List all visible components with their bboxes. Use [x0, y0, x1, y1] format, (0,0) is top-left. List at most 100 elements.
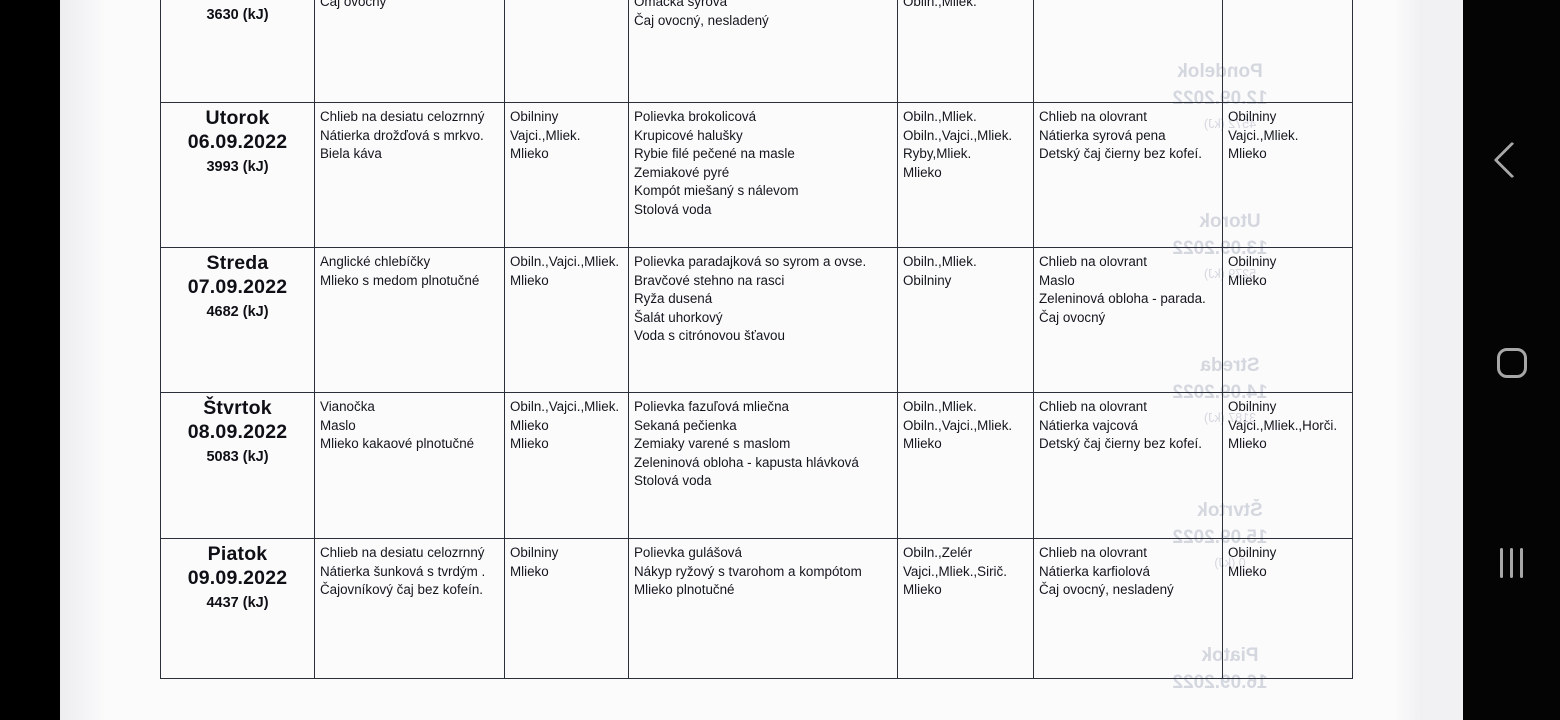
- cell-date: Štvrtok 08.09.2022 5083 (kJ): [160, 392, 315, 539]
- menu-line: Stolová voda: [634, 473, 712, 489]
- cell-olovrant: Chlieb na olovrant Nátierka syrová pena …: [1033, 102, 1223, 248]
- allergen-line: Mlieko: [510, 272, 549, 288]
- allergen-line: Mlieko: [1228, 563, 1267, 579]
- allergen-line: Vajci.,Mliek.: [1228, 127, 1299, 143]
- menu-line: Chlieb na desiatu celozrnný: [320, 545, 485, 560]
- chevron-left-icon: [1493, 141, 1530, 179]
- cell-alergeny-desiata: Obiln.,Vajci.,Mliek. Mlieko Mlieko: [504, 392, 629, 539]
- page-right-gutter: [1395, 0, 1423, 720]
- cell-alergeny-olovrant: Obilniny Vajci.,Mliek.,Horči. Mlieko: [1222, 392, 1353, 539]
- cell-date: Utorok 06.09.2022 3993 (kJ): [160, 102, 315, 248]
- cell-alergeny-olovrant: Obilniny Mlieko: [1222, 247, 1353, 393]
- allergen-line: Obilniny: [1228, 109, 1277, 124]
- cell-alergeny-desiata: Obilniny Ryby,Mliek.: [504, 0, 629, 103]
- table-row[interactable]: Pondelok 05.09.2022 3630 (kJ) Chlieb na …: [160, 0, 1353, 103]
- menu-line: Maslo: [320, 417, 356, 433]
- cell-olovrant: Chlieb na olovrant Nátierka vajcová Dets…: [1033, 392, 1223, 539]
- menu-line: Čaj ovocný, nesladený: [634, 12, 769, 28]
- home-button[interactable]: [1463, 318, 1560, 408]
- row-day-name: Streda: [206, 252, 269, 274]
- allergen-line: Vajci.,Mliek.: [510, 127, 581, 143]
- menu-table-body: Pondelok 05.09.2022 3630 (kJ) Chlieb na …: [160, 0, 1353, 679]
- menu-line: Nákyp ryžový s tvarohom a kompótom: [634, 563, 862, 579]
- row-energy: 5083 (kJ): [206, 449, 269, 465]
- cell-desiata: Chlieb na desiatu celozrnný Nátierka z t…: [314, 0, 505, 103]
- row-date: 07.09.2022: [187, 276, 288, 298]
- menu-line: Nátierka šunková s tvrdým .: [320, 563, 486, 579]
- menu-line: Chlieb na olovrant: [1039, 545, 1147, 560]
- row-energy: 3993 (kJ): [206, 159, 269, 175]
- menu-line: Detský čaj čierny bez kofeí.: [1039, 146, 1202, 162]
- allergen-line: Obilniny: [1228, 254, 1277, 269]
- cell-alergeny-obed: Obiln.,Zelér Obiln.,Mliek. Obiln.,Mliek.: [897, 0, 1034, 103]
- cell-olovrant: Detská výživa s piškótami: [1033, 0, 1223, 103]
- cell-desiata: Anglické chlebíčky Mlieko s medom plnotu…: [314, 247, 505, 393]
- row-energy: 4682 (kJ): [206, 304, 269, 320]
- menu-line: Mlieko kakaové plnotučné: [320, 436, 475, 452]
- menu-line: Polievka fazuľová mliečna: [634, 399, 789, 414]
- menu-line: Vianočka: [320, 399, 375, 414]
- recent-apps-button[interactable]: [1463, 518, 1560, 608]
- allergen-line: Obiln.,Vajci.,Mliek.: [903, 417, 1013, 433]
- cell-alergeny-desiata: Obiln.,Vajci.,Mliek. Mlieko: [504, 247, 629, 393]
- menu-line: Zeleninová obloha - parada.: [1039, 291, 1206, 307]
- row-date: 08.09.2022: [187, 421, 288, 443]
- cell-alergeny-obed: Obiln.,Mliek. Obiln.,Vajci.,Mliek. Mliek…: [897, 392, 1034, 539]
- allergen-line: Obilniny: [510, 109, 559, 124]
- menu-line: Zemiakové pyré: [634, 164, 730, 180]
- menu-line: Anglické chlebíčky: [320, 254, 431, 269]
- row-day-name: Štvrtok: [203, 397, 272, 419]
- menu-line: Biela káva: [320, 146, 382, 162]
- allergen-line: Mlieko: [510, 563, 549, 579]
- cell-desiata: Chlieb na desiatu celozrnný Nátierka dro…: [314, 102, 505, 248]
- menu-line: Mlieko plnotučné: [634, 582, 735, 598]
- table-row[interactable]: Utorok 06.09.2022 3993 (kJ) Chlieb na de…: [160, 102, 1353, 248]
- table-row[interactable]: Streda 07.09.2022 4682 (kJ) Anglické chl…: [160, 247, 1353, 393]
- menu-line: Čaj ovocný, nesladený: [1039, 582, 1174, 598]
- allergen-line: Mlieko: [903, 582, 942, 598]
- menu-line: Bravčové stehno na rasci: [634, 272, 785, 288]
- menu-line: Maslo: [1039, 272, 1075, 288]
- table-row[interactable]: Štvrtok 08.09.2022 5083 (kJ) Vianočka Ma…: [160, 392, 1353, 539]
- allergen-line: Obilniny: [1228, 399, 1277, 414]
- menu-line: Šalát uhorkový: [634, 309, 723, 325]
- allergen-line: Obilniny: [1228, 545, 1277, 560]
- screen-edge-band: [1423, 0, 1463, 720]
- row-date: 06.09.2022: [187, 131, 288, 153]
- menu-line: Polievka gulášová: [634, 545, 742, 560]
- cell-alergeny-olovrant: Obiln.,Vajci.,Mliek.: [1222, 0, 1353, 103]
- allergen-line: Obilniny: [903, 272, 952, 288]
- row-date: 05.09.2022: [188, 0, 288, 2]
- menu-line: Čaj ovocný: [1039, 309, 1106, 325]
- allergen-line: Obiln.,Mliek.: [903, 399, 977, 414]
- menu-line: Chlieb na olovrant: [1039, 399, 1147, 414]
- table-row[interactable]: Piatok 09.09.2022 4437 (kJ) Chlieb na de…: [160, 538, 1353, 679]
- cell-alergeny-olovrant: Obilniny Mlieko: [1222, 538, 1353, 679]
- row-energy: 3630 (kJ): [206, 7, 269, 23]
- cell-desiata: Chlieb na desiatu celozrnný Nátierka šun…: [314, 538, 505, 679]
- allergen-line: Mlieko: [1228, 146, 1267, 162]
- cell-olovrant: Chlieb na olovrant Maslo Zeleninová oblo…: [1033, 247, 1223, 393]
- menu-line: Čajovníkový čaj bez kofeín.: [320, 582, 484, 598]
- back-button[interactable]: [1463, 115, 1560, 205]
- menu-line: Polievka paradajková so syrom a ovse.: [634, 254, 867, 269]
- scanned-document-page[interactable]: Pondelok 12.09.2022 4572 (kJ) Utorok 13.…: [60, 0, 1423, 720]
- menu-line: Nátierka vajcová: [1039, 417, 1138, 433]
- cell-obed: Polievka brokolicová Krupicové halušky R…: [628, 102, 898, 248]
- row-day-name: Utorok: [205, 107, 270, 129]
- cell-alergeny-obed: Obiln.,Mliek. Obiln.,Vajci.,Mliek. Ryby,…: [897, 102, 1034, 248]
- allergen-line: Mlieko: [510, 417, 549, 433]
- menu-table-container: Dátum Desiata Alergény Obed Alergény Olo…: [160, 0, 1353, 679]
- allergen-line: Mlieko: [903, 436, 942, 452]
- menu-line: Chlieb na olovrant: [1039, 109, 1147, 124]
- menu-line: Zemiaky varené s maslom: [634, 436, 791, 452]
- menu-line: Polievka brokolicová: [634, 109, 757, 124]
- cell-olovrant: Chlieb na olovrant Nátierka karfiolová Č…: [1033, 538, 1223, 679]
- menu-line: Čaj ovocný: [320, 0, 387, 10]
- allergen-line: Vajci.,Mliek.,Horči.: [1228, 417, 1338, 433]
- menu-line: Krupicové halušky: [634, 127, 743, 143]
- cell-alergeny-obed: Obiln.,Mliek. Obilniny: [897, 247, 1034, 393]
- menu-line: Nátierka karfiolová: [1039, 563, 1150, 579]
- allergen-line: Vajci.,Mliek.,Sirič.: [903, 563, 1007, 579]
